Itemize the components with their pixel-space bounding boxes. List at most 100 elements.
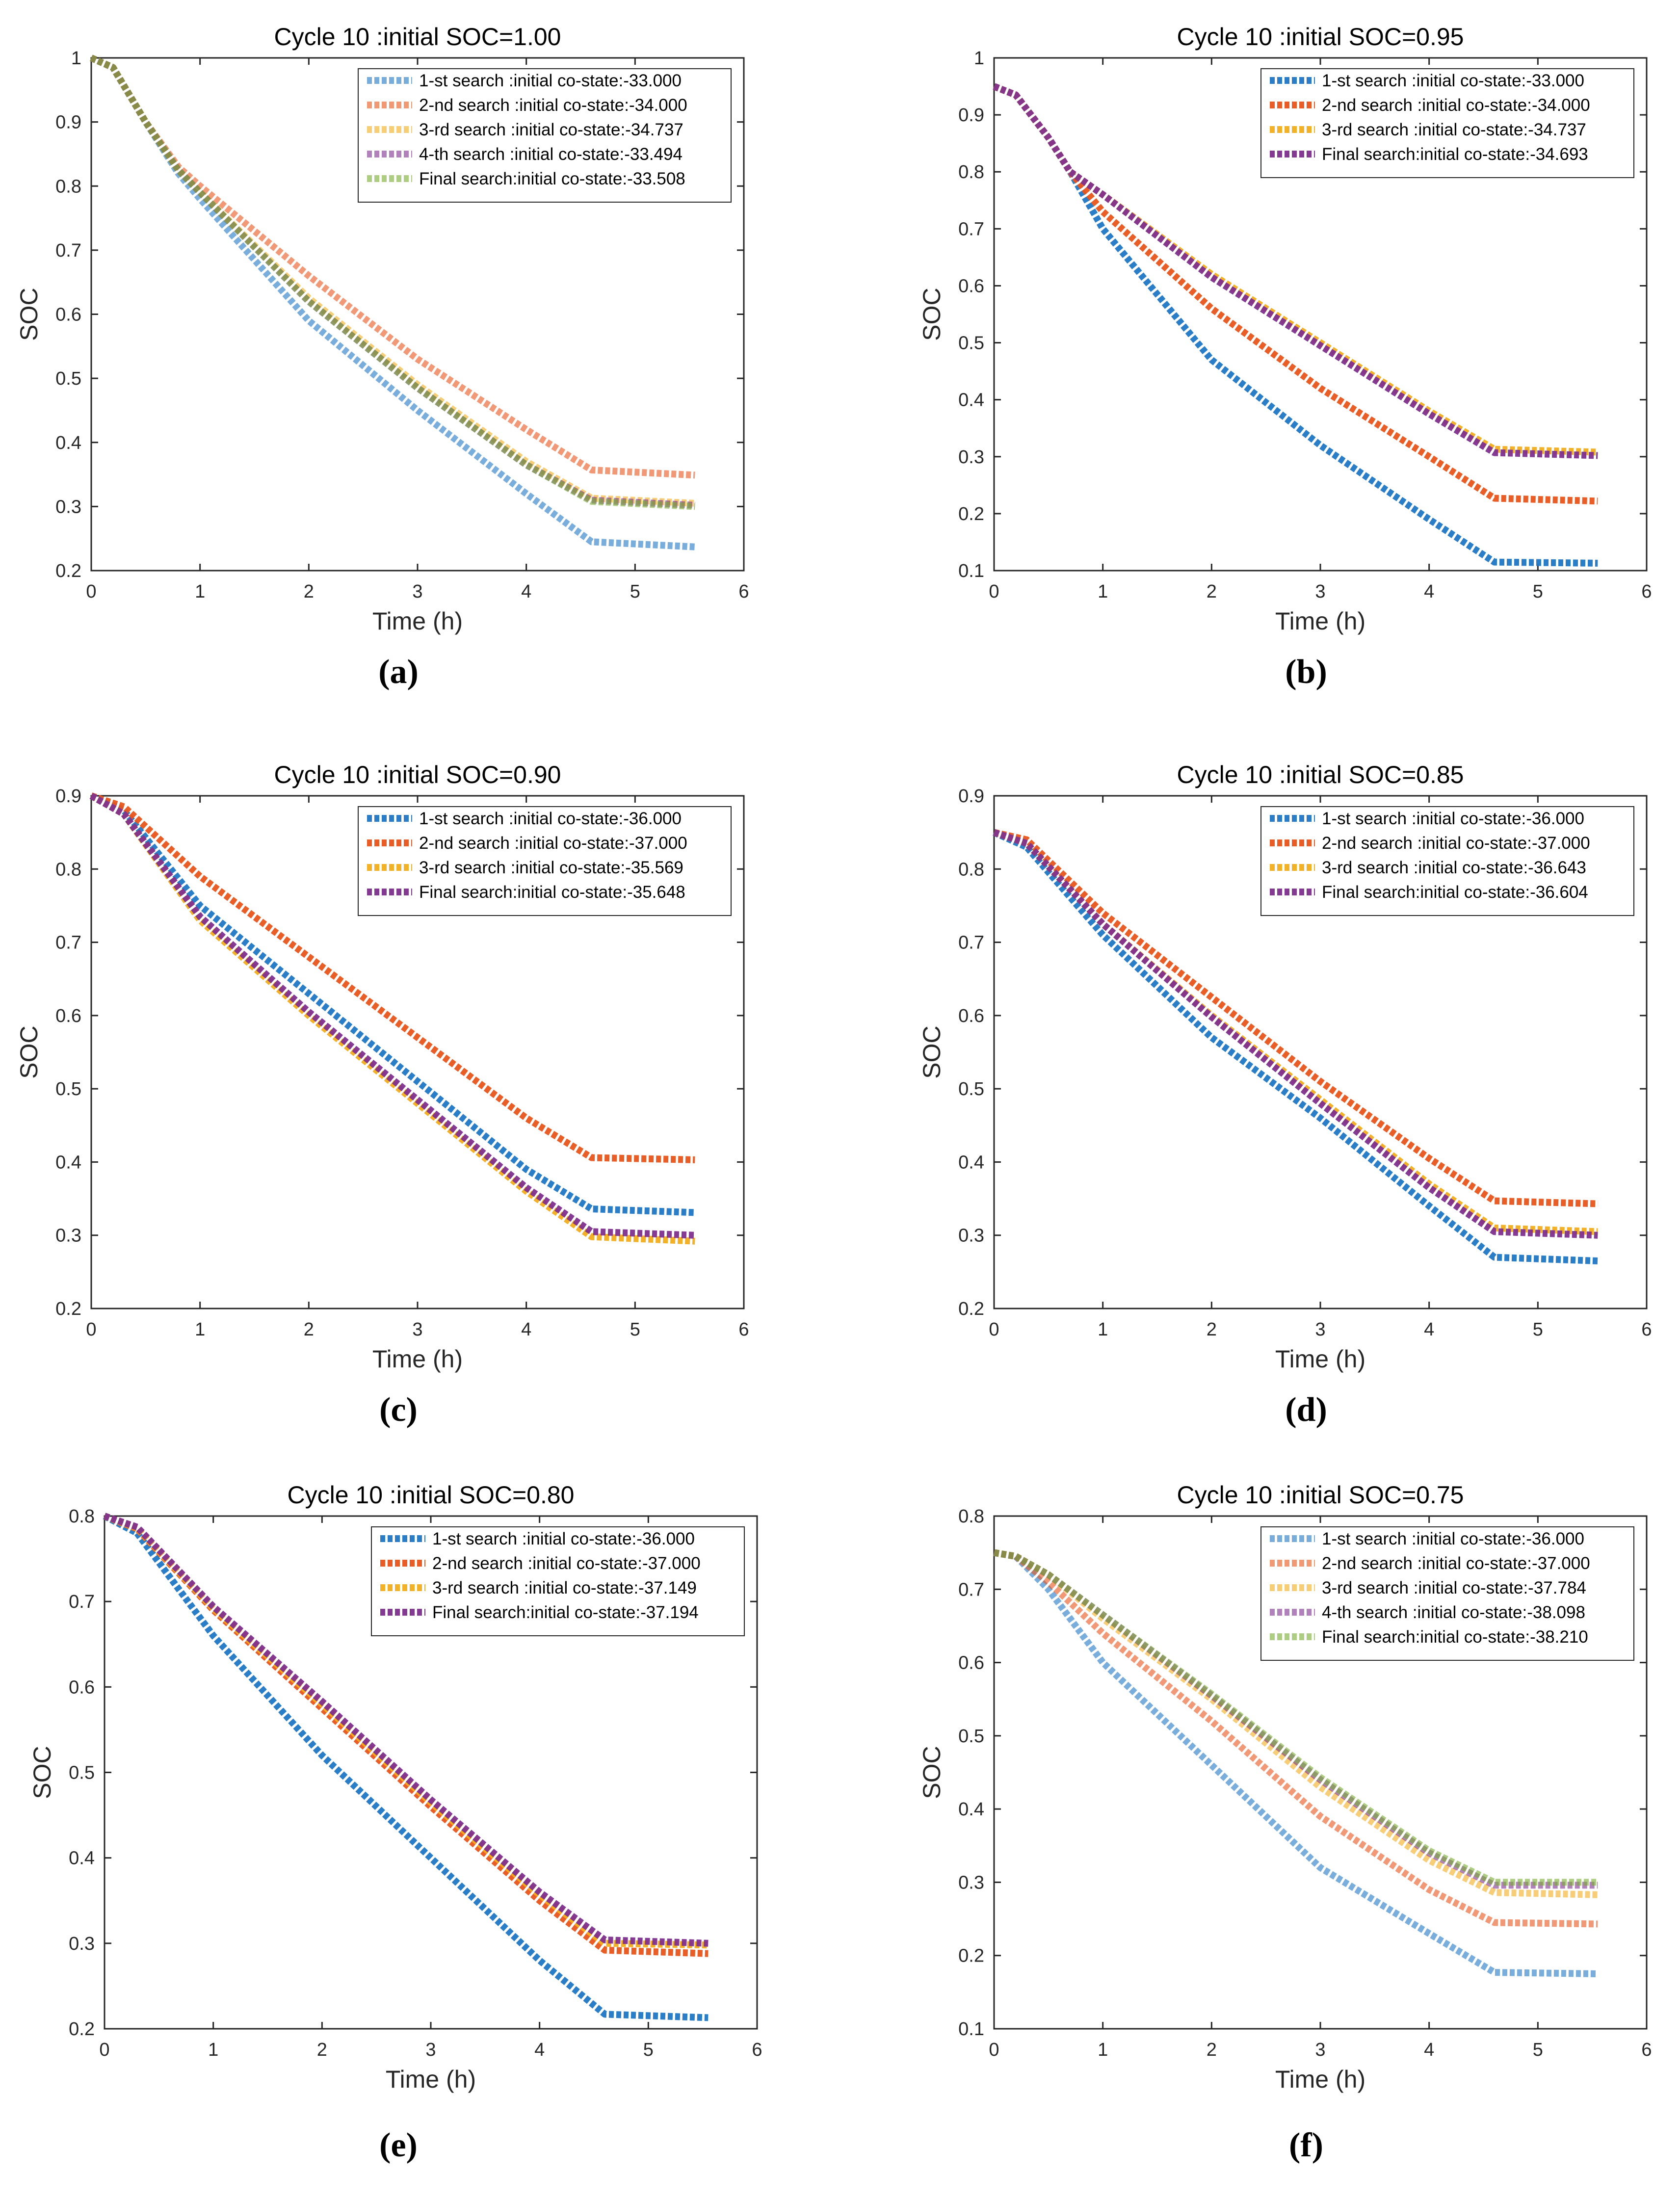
chart-e-y-tick-label: 0.2 <box>69 2019 95 2040</box>
chart-d-y-tick-label: 0.2 <box>958 1299 984 1319</box>
chart-b-series-4-line <box>993 83 1598 459</box>
chart-b-y-tick-label: 0.2 <box>958 504 984 524</box>
chart-a-x-tick-label: 2 <box>304 581 314 602</box>
chart-a-y-tick-label: 0.4 <box>55 433 81 453</box>
chart-f-x-tick-label: 5 <box>1533 2040 1543 2060</box>
chart-b-legend-entry: Final search:initial co-state:-34.693 <box>1322 145 1588 164</box>
chart-b-series-1-line <box>993 83 1598 567</box>
chart-d-series-2-line <box>993 829 1598 1207</box>
chart-b-x-tick-label: 6 <box>1641 581 1652 602</box>
chart-a-y-tick-label: 0.5 <box>55 368 81 389</box>
chart-f-legend-entry: 2-nd search :initial co-state:-37.000 <box>1322 1554 1590 1573</box>
chart-d-x-tick-label: 2 <box>1207 1319 1217 1340</box>
chart-e-x-tick-label: 5 <box>643 2040 654 2060</box>
chart-c-y-tick-label: 0.5 <box>55 1079 81 1100</box>
chart-b-y-tick-label: 0.1 <box>958 561 984 581</box>
chart-a-series-5-line <box>90 54 695 510</box>
chart-c-y-tick-label: 0.6 <box>55 1006 81 1026</box>
chart-b-y-tick-label: 0.9 <box>958 105 984 126</box>
chart-a-legend-entry: 2-nd search :initial co-state:-34.000 <box>419 96 687 115</box>
chart-e-series-4-line <box>103 1513 709 1947</box>
chart-a-x-tick-label: 6 <box>738 581 749 602</box>
chart-d: Cycle 10 :initial SOC=0.85 0 1 2 3 4 5 6 0.2 0.3 0… <box>918 761 1652 1373</box>
chart-e-legend-entry: 1-st search :initial co-state:-36.000 <box>432 1529 695 1548</box>
chart-d-legend-entry: 3-rd search :initial co-state:-36.643 <box>1322 858 1586 877</box>
chart-b-x-tick-label: 3 <box>1315 581 1325 602</box>
chart-d-y-tick-label: 0.7 <box>958 933 984 953</box>
panel-label-e: (e) <box>379 2126 418 2164</box>
chart-c-y-tick-label: 0.9 <box>55 786 81 807</box>
chart-f-y-tick-label: 0.2 <box>958 1946 984 1966</box>
chart-c-x-tick-label: 1 <box>195 1319 205 1340</box>
chart-b-y-tick-label: 0.7 <box>958 219 984 239</box>
chart-d-y-tick-label: 0.8 <box>958 859 984 880</box>
chart-d-y-tick-label: 0.6 <box>958 1006 984 1026</box>
chart-b-x-axis-label: Time (h) <box>1275 607 1365 635</box>
chart-d-series-4-line <box>993 829 1598 1239</box>
chart-e-title: Cycle 10 :initial SOC=0.80 <box>287 1481 574 1509</box>
panel-label-f: (f) <box>1289 2126 1323 2164</box>
chart-a-x-tick-label: 4 <box>521 581 531 602</box>
chart-b-x-tick-label: 1 <box>1098 581 1108 602</box>
chart-c-title: Cycle 10 :initial SOC=0.90 <box>274 761 561 788</box>
chart-e-x-tick-label: 3 <box>425 2040 436 2060</box>
chart-b-legend-entry: 2-nd search :initial co-state:-34.000 <box>1322 96 1590 115</box>
chart-d-x-tick-label: 1 <box>1098 1319 1108 1340</box>
chart-f-x-tick-label: 2 <box>1207 2040 1217 2060</box>
chart-a-legend-entry: 1-st search :initial co-state:-33.000 <box>419 71 682 90</box>
chart-f-legend <box>1260 1526 1634 1661</box>
chart-b-legend-entry: 3-rd search :initial co-state:-34.737 <box>1322 120 1586 139</box>
chart-c-legend <box>358 806 732 916</box>
chart-a-y-tick-label: 0.2 <box>55 561 81 581</box>
chart-e-y-tick-label: 0.8 <box>69 1506 95 1527</box>
chart-c-series-4-line <box>89 792 695 1239</box>
panel-label-b: (b) <box>1285 653 1327 691</box>
chart-f-x-tick-label: 1 <box>1098 2040 1108 2060</box>
chart-c-legend-entry: Final search:initial co-state:-35.648 <box>419 883 685 902</box>
chart-b-legend-entry: 1-st search :initial co-state:-33.000 <box>1322 71 1584 90</box>
chart-a-x-tick-label: 1 <box>195 581 205 602</box>
chart-e-y-tick-label: 0.5 <box>69 1763 95 1783</box>
chart-f-legend-entry: 4-th search :initial co-state:-38.098 <box>1322 1603 1585 1622</box>
chart-d-x-tick-label: 4 <box>1424 1319 1434 1340</box>
chart-f-y-tick-label: 0.7 <box>958 1579 984 1600</box>
chart-b-y-tick-label: 1 <box>974 48 984 69</box>
chart-a-y-tick-label: 1 <box>71 48 81 69</box>
chart-d-y-tick-label: 0.9 <box>958 786 984 807</box>
chart-b-x-tick-label: 2 <box>1207 581 1217 602</box>
chart-f-y-tick-label: 0.8 <box>958 1506 984 1527</box>
chart-e: Cycle 10 :initial SOC=0.80 0 1 2 3 4 5 6 0.2 0.3 0… <box>28 1481 762 2093</box>
chart-f-y-tick-label: 0.1 <box>958 2019 984 2040</box>
chart-b-x-tick-label: 4 <box>1424 581 1434 602</box>
chart-a: Cycle 10 :initial SOC=1.00 0 1 2 3 4 5 6 0.2 0.3 0… <box>15 23 749 635</box>
chart-f-legend-entry: 1-st search :initial co-state:-36.000 <box>1322 1529 1584 1548</box>
chart-e-x-axis-label: Time (h) <box>386 2066 476 2093</box>
chart-b-y-tick-label: 0.4 <box>958 390 984 411</box>
chart-c-series-2-line <box>90 792 695 1163</box>
chart-e-y-tick-label: 0.4 <box>69 1848 95 1869</box>
chart-f-title: Cycle 10 :initial SOC=0.75 <box>1177 1481 1464 1509</box>
chart-d-legend-entry: 2-nd search :initial co-state:-37.000 <box>1322 834 1590 853</box>
chart-e-x-tick-label: 1 <box>208 2040 218 2060</box>
chart-d-title: Cycle 10 :initial SOC=0.85 <box>1177 761 1464 788</box>
chart-f-y-tick-label: 0.6 <box>958 1653 984 1674</box>
chart-c-legend-entry: 1-st search :initial co-state:-36.000 <box>419 809 682 828</box>
chart-a-x-tick-label: 5 <box>630 581 640 602</box>
chart-d-legend <box>1260 806 1634 916</box>
chart-e-series-1-line <box>103 1513 709 2021</box>
chart-c-x-tick-label: 2 <box>304 1319 314 1340</box>
chart-c-x-tick-label: 0 <box>86 1319 96 1340</box>
chart-f-y-tick-label: 0.3 <box>958 1872 984 1893</box>
chart-f-x-axis-label: Time (h) <box>1275 2066 1365 2093</box>
chart-c: Cycle 10 :initial SOC=0.90 0 1 2 3 4 5 6 0.2 0.3 0… <box>15 761 749 1373</box>
chart-d-series-1-line <box>993 829 1598 1264</box>
chart-f-y-axis-label: SOC <box>918 1746 945 1799</box>
chart-c-y-tick-label: 0.3 <box>55 1226 81 1246</box>
chart-a-legend-entry: Final search:initial co-state:-33.508 <box>419 169 685 188</box>
chart-f-x-tick-label: 3 <box>1315 2040 1325 2060</box>
chart-f-x-tick-label: 6 <box>1641 2040 1652 2060</box>
chart-c-y-axis-label: SOC <box>15 1025 43 1078</box>
chart-e-y-axis-label: SOC <box>28 1746 56 1799</box>
chart-e-legend-entry: 3-rd search :initial co-state:-37.149 <box>432 1578 697 1598</box>
